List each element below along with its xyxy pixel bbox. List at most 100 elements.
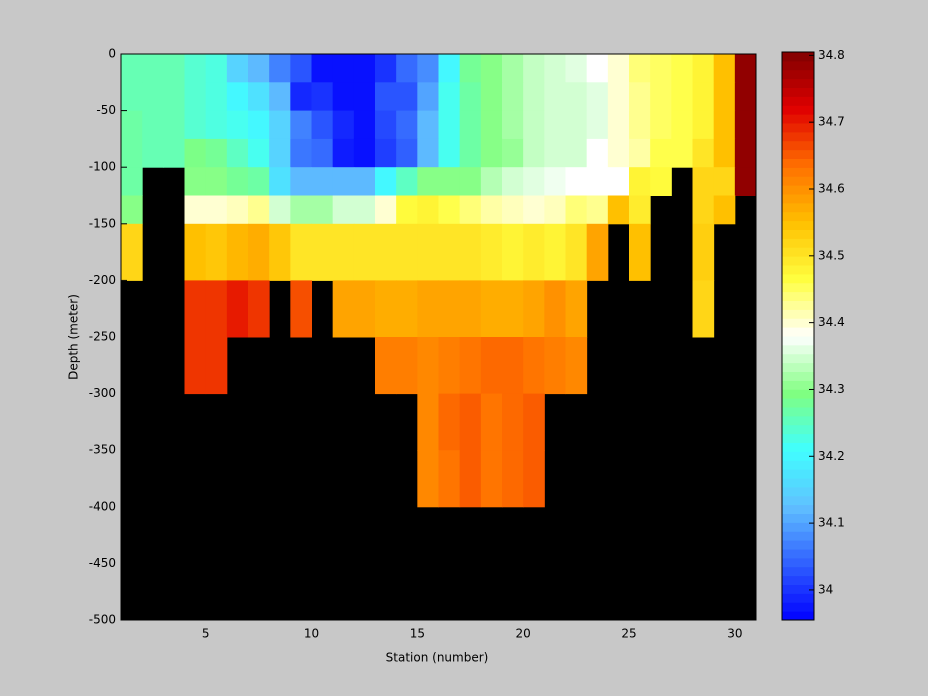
colorbar-swatch	[782, 522, 814, 532]
cell	[438, 223, 461, 281]
y-axis-label: Depth (meter)	[67, 294, 81, 380]
colorbar-swatch	[782, 52, 814, 62]
cell	[713, 195, 736, 225]
cell	[332, 167, 355, 196]
cell	[438, 393, 461, 451]
cell	[417, 337, 439, 395]
cell	[629, 110, 651, 140]
cell	[502, 138, 524, 168]
cell	[607, 195, 630, 225]
cell	[417, 223, 439, 281]
cell	[184, 280, 207, 338]
cell	[353, 54, 376, 83]
cell	[269, 110, 291, 140]
cell	[269, 54, 291, 83]
y-tick-label: -500	[89, 613, 116, 627]
colorbar-tick-label: 34.4	[818, 315, 845, 329]
colorbar-swatch	[782, 495, 814, 506]
colorbar-swatch	[782, 282, 814, 293]
cell	[629, 195, 651, 225]
colorbar-tick-label: 34.7	[818, 115, 845, 129]
colorbar-swatch	[782, 87, 814, 97]
cell	[480, 450, 503, 508]
cell	[480, 82, 503, 112]
cell	[523, 138, 545, 168]
cell	[523, 110, 545, 140]
cell	[544, 138, 566, 168]
cell	[290, 223, 312, 281]
cell	[480, 138, 503, 168]
cell	[353, 138, 376, 168]
cell	[459, 195, 482, 225]
y-tick-label: 0	[108, 47, 116, 61]
cell	[205, 167, 228, 196]
cell	[290, 54, 312, 83]
cell	[375, 337, 397, 395]
cell	[417, 82, 439, 112]
colorbar-swatch	[782, 336, 814, 346]
cell	[184, 167, 207, 196]
cell	[459, 280, 482, 338]
cell	[523, 54, 545, 83]
cell	[734, 110, 757, 140]
colorbar-frame	[781, 51, 815, 621]
cell	[650, 167, 672, 196]
cell	[565, 54, 588, 83]
cell	[353, 195, 376, 225]
cell	[121, 82, 143, 112]
colorbar-swatch	[782, 389, 814, 399]
cell	[205, 280, 228, 338]
cell	[734, 82, 757, 112]
y-tick-label: -200	[89, 273, 116, 287]
colorbar-swatch	[782, 60, 814, 71]
cell	[459, 223, 482, 281]
colorbar-swatch	[782, 442, 814, 452]
colorbar-swatch	[782, 344, 814, 355]
cell	[375, 280, 397, 338]
cell	[311, 54, 334, 83]
cell	[248, 280, 270, 338]
cell	[205, 195, 228, 225]
colorbar-swatch	[782, 451, 814, 461]
cell	[586, 54, 609, 83]
colorbar-swatch	[782, 486, 814, 497]
colorbar-swatch	[782, 265, 814, 275]
cell	[438, 54, 461, 83]
colorbar-swatch	[782, 256, 814, 266]
cell	[375, 167, 397, 196]
cell	[523, 393, 545, 451]
cell	[396, 223, 418, 281]
cell	[375, 223, 397, 281]
cell	[692, 223, 715, 281]
colorbar-swatch	[782, 273, 814, 284]
cell	[565, 82, 588, 112]
colorbar-swatch	[782, 398, 814, 408]
cell	[607, 138, 630, 168]
colorbar-swatch	[782, 504, 814, 514]
cell	[205, 110, 228, 140]
cell	[438, 110, 461, 140]
cell	[417, 393, 439, 451]
colorbar-swatch	[782, 229, 814, 239]
cell	[290, 110, 312, 140]
cell	[184, 223, 207, 281]
colorbar-swatch	[782, 327, 814, 337]
cell	[586, 167, 609, 196]
x-tick-label: 10	[304, 627, 319, 641]
cell	[692, 82, 715, 112]
cell	[396, 54, 418, 83]
cell	[269, 167, 291, 196]
cell	[607, 110, 630, 140]
cell	[353, 82, 376, 112]
cell	[544, 110, 566, 140]
cell	[692, 110, 715, 140]
colorbar-swatch	[782, 362, 814, 372]
colorbar-swatch	[782, 123, 814, 133]
cell	[692, 195, 715, 225]
cell	[248, 167, 270, 196]
cell	[375, 110, 397, 140]
colorbar-swatch	[782, 78, 814, 88]
cell	[692, 167, 715, 196]
cell	[544, 223, 566, 281]
cell	[438, 138, 461, 168]
